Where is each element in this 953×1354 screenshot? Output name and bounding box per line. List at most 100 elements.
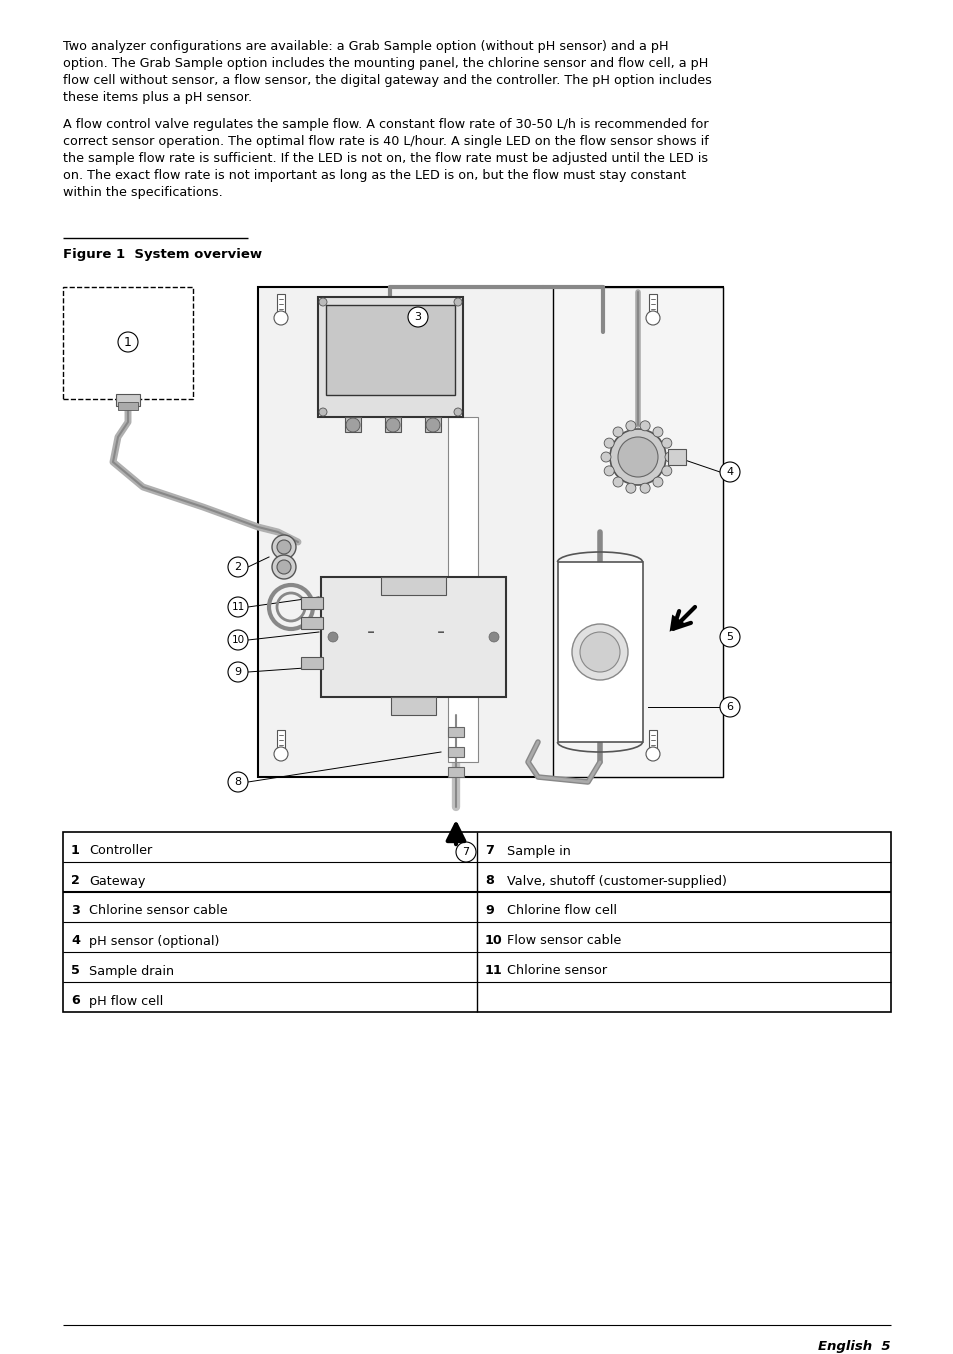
Text: 11: 11: [232, 603, 244, 612]
Circle shape: [454, 408, 461, 416]
Bar: [118, 402, 138, 410]
Circle shape: [276, 561, 291, 574]
Bar: [320, 577, 505, 697]
Bar: [448, 747, 463, 757]
Circle shape: [228, 630, 248, 650]
Bar: [558, 562, 642, 742]
Circle shape: [426, 418, 439, 432]
Text: on. The exact flow rate is not important as long as the LED is on, but the flow : on. The exact flow rate is not important…: [63, 169, 685, 181]
Text: 1: 1: [124, 336, 132, 348]
Text: Figure 1  System overview: Figure 1 System overview: [63, 248, 262, 261]
Circle shape: [609, 429, 665, 485]
Text: 6: 6: [71, 994, 80, 1007]
Bar: [448, 727, 463, 737]
Circle shape: [456, 842, 476, 862]
Text: 5: 5: [71, 964, 80, 978]
Bar: [380, 577, 446, 594]
Bar: [116, 394, 140, 406]
Circle shape: [603, 466, 614, 475]
Text: Chlorine sensor: Chlorine sensor: [506, 964, 606, 978]
Text: these items plus a pH sensor.: these items plus a pH sensor.: [63, 91, 252, 104]
Circle shape: [639, 421, 649, 431]
Circle shape: [645, 311, 659, 325]
Text: -: -: [436, 621, 445, 642]
Text: 9: 9: [234, 668, 241, 677]
Text: Sample drain: Sample drain: [89, 964, 174, 978]
Circle shape: [328, 632, 337, 642]
Circle shape: [639, 483, 649, 493]
Text: Chlorine sensor cable: Chlorine sensor cable: [89, 904, 228, 918]
Bar: [648, 294, 657, 314]
Circle shape: [720, 697, 740, 718]
Circle shape: [618, 437, 658, 477]
Circle shape: [661, 466, 671, 475]
Circle shape: [118, 332, 138, 352]
Text: pH sensor (optional): pH sensor (optional): [89, 934, 219, 948]
Circle shape: [228, 556, 248, 577]
Circle shape: [625, 483, 636, 493]
Bar: [63, 831, 890, 1011]
Text: 2: 2: [71, 875, 80, 887]
Circle shape: [318, 408, 327, 416]
Circle shape: [652, 477, 662, 487]
Bar: [301, 617, 323, 630]
Circle shape: [720, 462, 740, 482]
Text: 11: 11: [484, 964, 502, 978]
Bar: [391, 697, 436, 715]
Bar: [553, 287, 722, 777]
Circle shape: [228, 597, 248, 617]
Text: pH flow cell: pH flow cell: [89, 994, 163, 1007]
Bar: [301, 657, 323, 669]
Circle shape: [274, 311, 288, 325]
Text: A flow control valve regulates the sample flow. A constant flow rate of 30-50 L/: A flow control valve regulates the sampl…: [63, 118, 708, 131]
Circle shape: [645, 747, 659, 761]
Text: 1: 1: [71, 845, 80, 857]
Circle shape: [720, 627, 740, 647]
Text: Sample in: Sample in: [506, 845, 570, 857]
Bar: [448, 417, 477, 762]
Bar: [326, 305, 455, 395]
Circle shape: [489, 632, 498, 642]
Text: 8: 8: [234, 777, 241, 787]
Text: within the specifications.: within the specifications.: [63, 185, 222, 199]
Text: 10: 10: [232, 635, 244, 645]
Circle shape: [274, 747, 288, 761]
Bar: [345, 417, 360, 432]
Text: Chlorine flow cell: Chlorine flow cell: [506, 904, 617, 918]
Text: 6: 6: [726, 701, 733, 712]
Text: English  5: English 5: [818, 1340, 890, 1353]
Bar: [385, 417, 400, 432]
Bar: [276, 730, 285, 750]
Text: correct sensor operation. The optimal flow rate is 40 L/hour. A single LED on th: correct sensor operation. The optimal fl…: [63, 135, 708, 148]
Circle shape: [613, 427, 622, 437]
Text: the sample flow rate is sufficient. If the LED is not on, the flow rate must be : the sample flow rate is sufficient. If t…: [63, 152, 707, 165]
Circle shape: [276, 540, 291, 554]
Circle shape: [272, 535, 295, 559]
Bar: [448, 766, 463, 777]
Circle shape: [386, 418, 399, 432]
Text: 4: 4: [725, 467, 733, 477]
Circle shape: [272, 555, 295, 580]
Circle shape: [661, 439, 671, 448]
Text: Controller: Controller: [89, 845, 152, 857]
Text: Two analyzer configurations are available: a Grab Sample option (without pH sens: Two analyzer configurations are availabl…: [63, 41, 668, 53]
Circle shape: [600, 452, 610, 462]
Text: 5: 5: [726, 632, 733, 642]
Text: flow cell without sensor, a flow sensor, the digital gateway and the controller.: flow cell without sensor, a flow sensor,…: [63, 74, 711, 87]
Text: 7: 7: [484, 845, 494, 857]
Text: 3: 3: [414, 311, 421, 322]
Circle shape: [228, 772, 248, 792]
Text: 10: 10: [484, 934, 502, 948]
Circle shape: [228, 662, 248, 682]
Bar: [667, 450, 685, 464]
Bar: [63, 287, 193, 399]
Circle shape: [652, 427, 662, 437]
Circle shape: [572, 624, 627, 680]
Circle shape: [603, 439, 614, 448]
Bar: [648, 730, 657, 750]
Text: option. The Grab Sample option includes the mounting panel, the chlorine sensor : option. The Grab Sample option includes …: [63, 57, 708, 70]
Text: 2: 2: [234, 562, 241, 571]
Circle shape: [664, 452, 675, 462]
Bar: [424, 417, 440, 432]
Bar: [257, 287, 722, 777]
